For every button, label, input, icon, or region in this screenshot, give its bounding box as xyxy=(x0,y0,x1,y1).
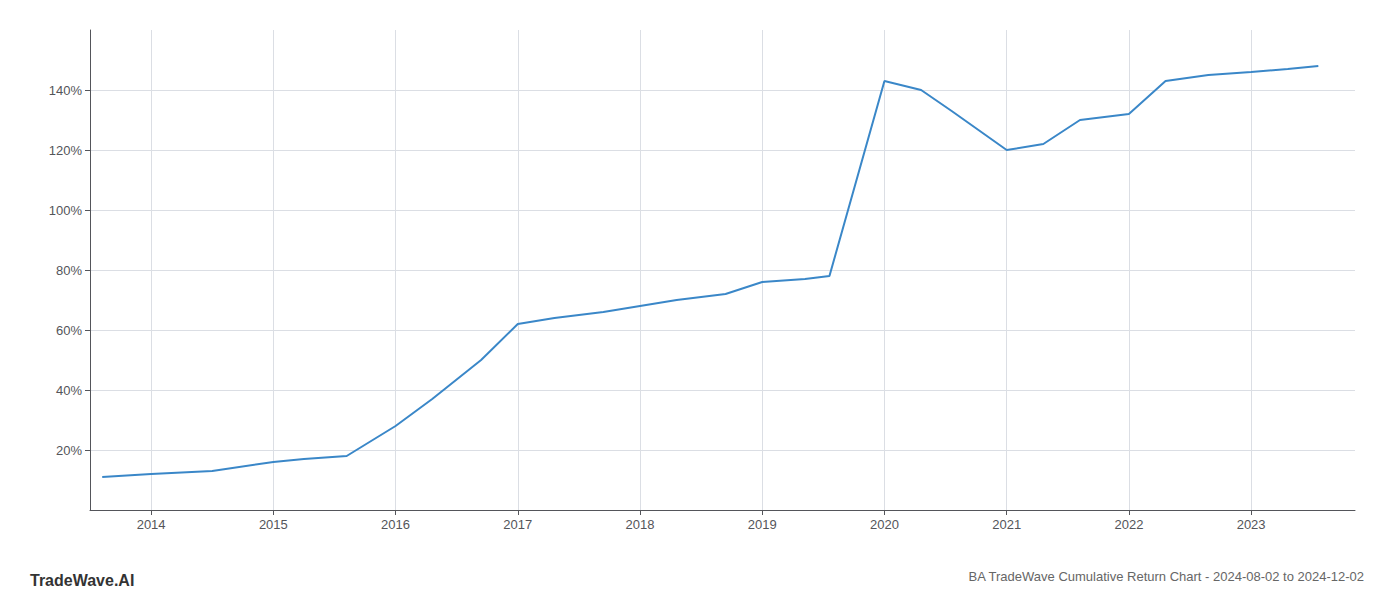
svg-text:2019: 2019 xyxy=(748,517,777,532)
svg-text:140%: 140% xyxy=(49,83,83,98)
svg-text:2023: 2023 xyxy=(1237,517,1266,532)
svg-text:60%: 60% xyxy=(56,323,82,338)
svg-text:40%: 40% xyxy=(56,383,82,398)
svg-text:2022: 2022 xyxy=(1114,517,1143,532)
svg-text:80%: 80% xyxy=(56,263,82,278)
svg-text:BA TradeWave Cumulative Return: BA TradeWave Cumulative Return Chart - 2… xyxy=(969,569,1365,584)
svg-text:100%: 100% xyxy=(49,203,83,218)
svg-text:2018: 2018 xyxy=(626,517,655,532)
svg-text:2015: 2015 xyxy=(259,517,288,532)
svg-text:TradeWave.AI: TradeWave.AI xyxy=(30,572,134,589)
svg-text:2014: 2014 xyxy=(137,517,166,532)
svg-text:120%: 120% xyxy=(49,143,83,158)
svg-text:2017: 2017 xyxy=(503,517,532,532)
svg-text:20%: 20% xyxy=(56,443,82,458)
svg-text:2016: 2016 xyxy=(381,517,410,532)
svg-text:2020: 2020 xyxy=(870,517,899,532)
svg-text:2021: 2021 xyxy=(992,517,1021,532)
